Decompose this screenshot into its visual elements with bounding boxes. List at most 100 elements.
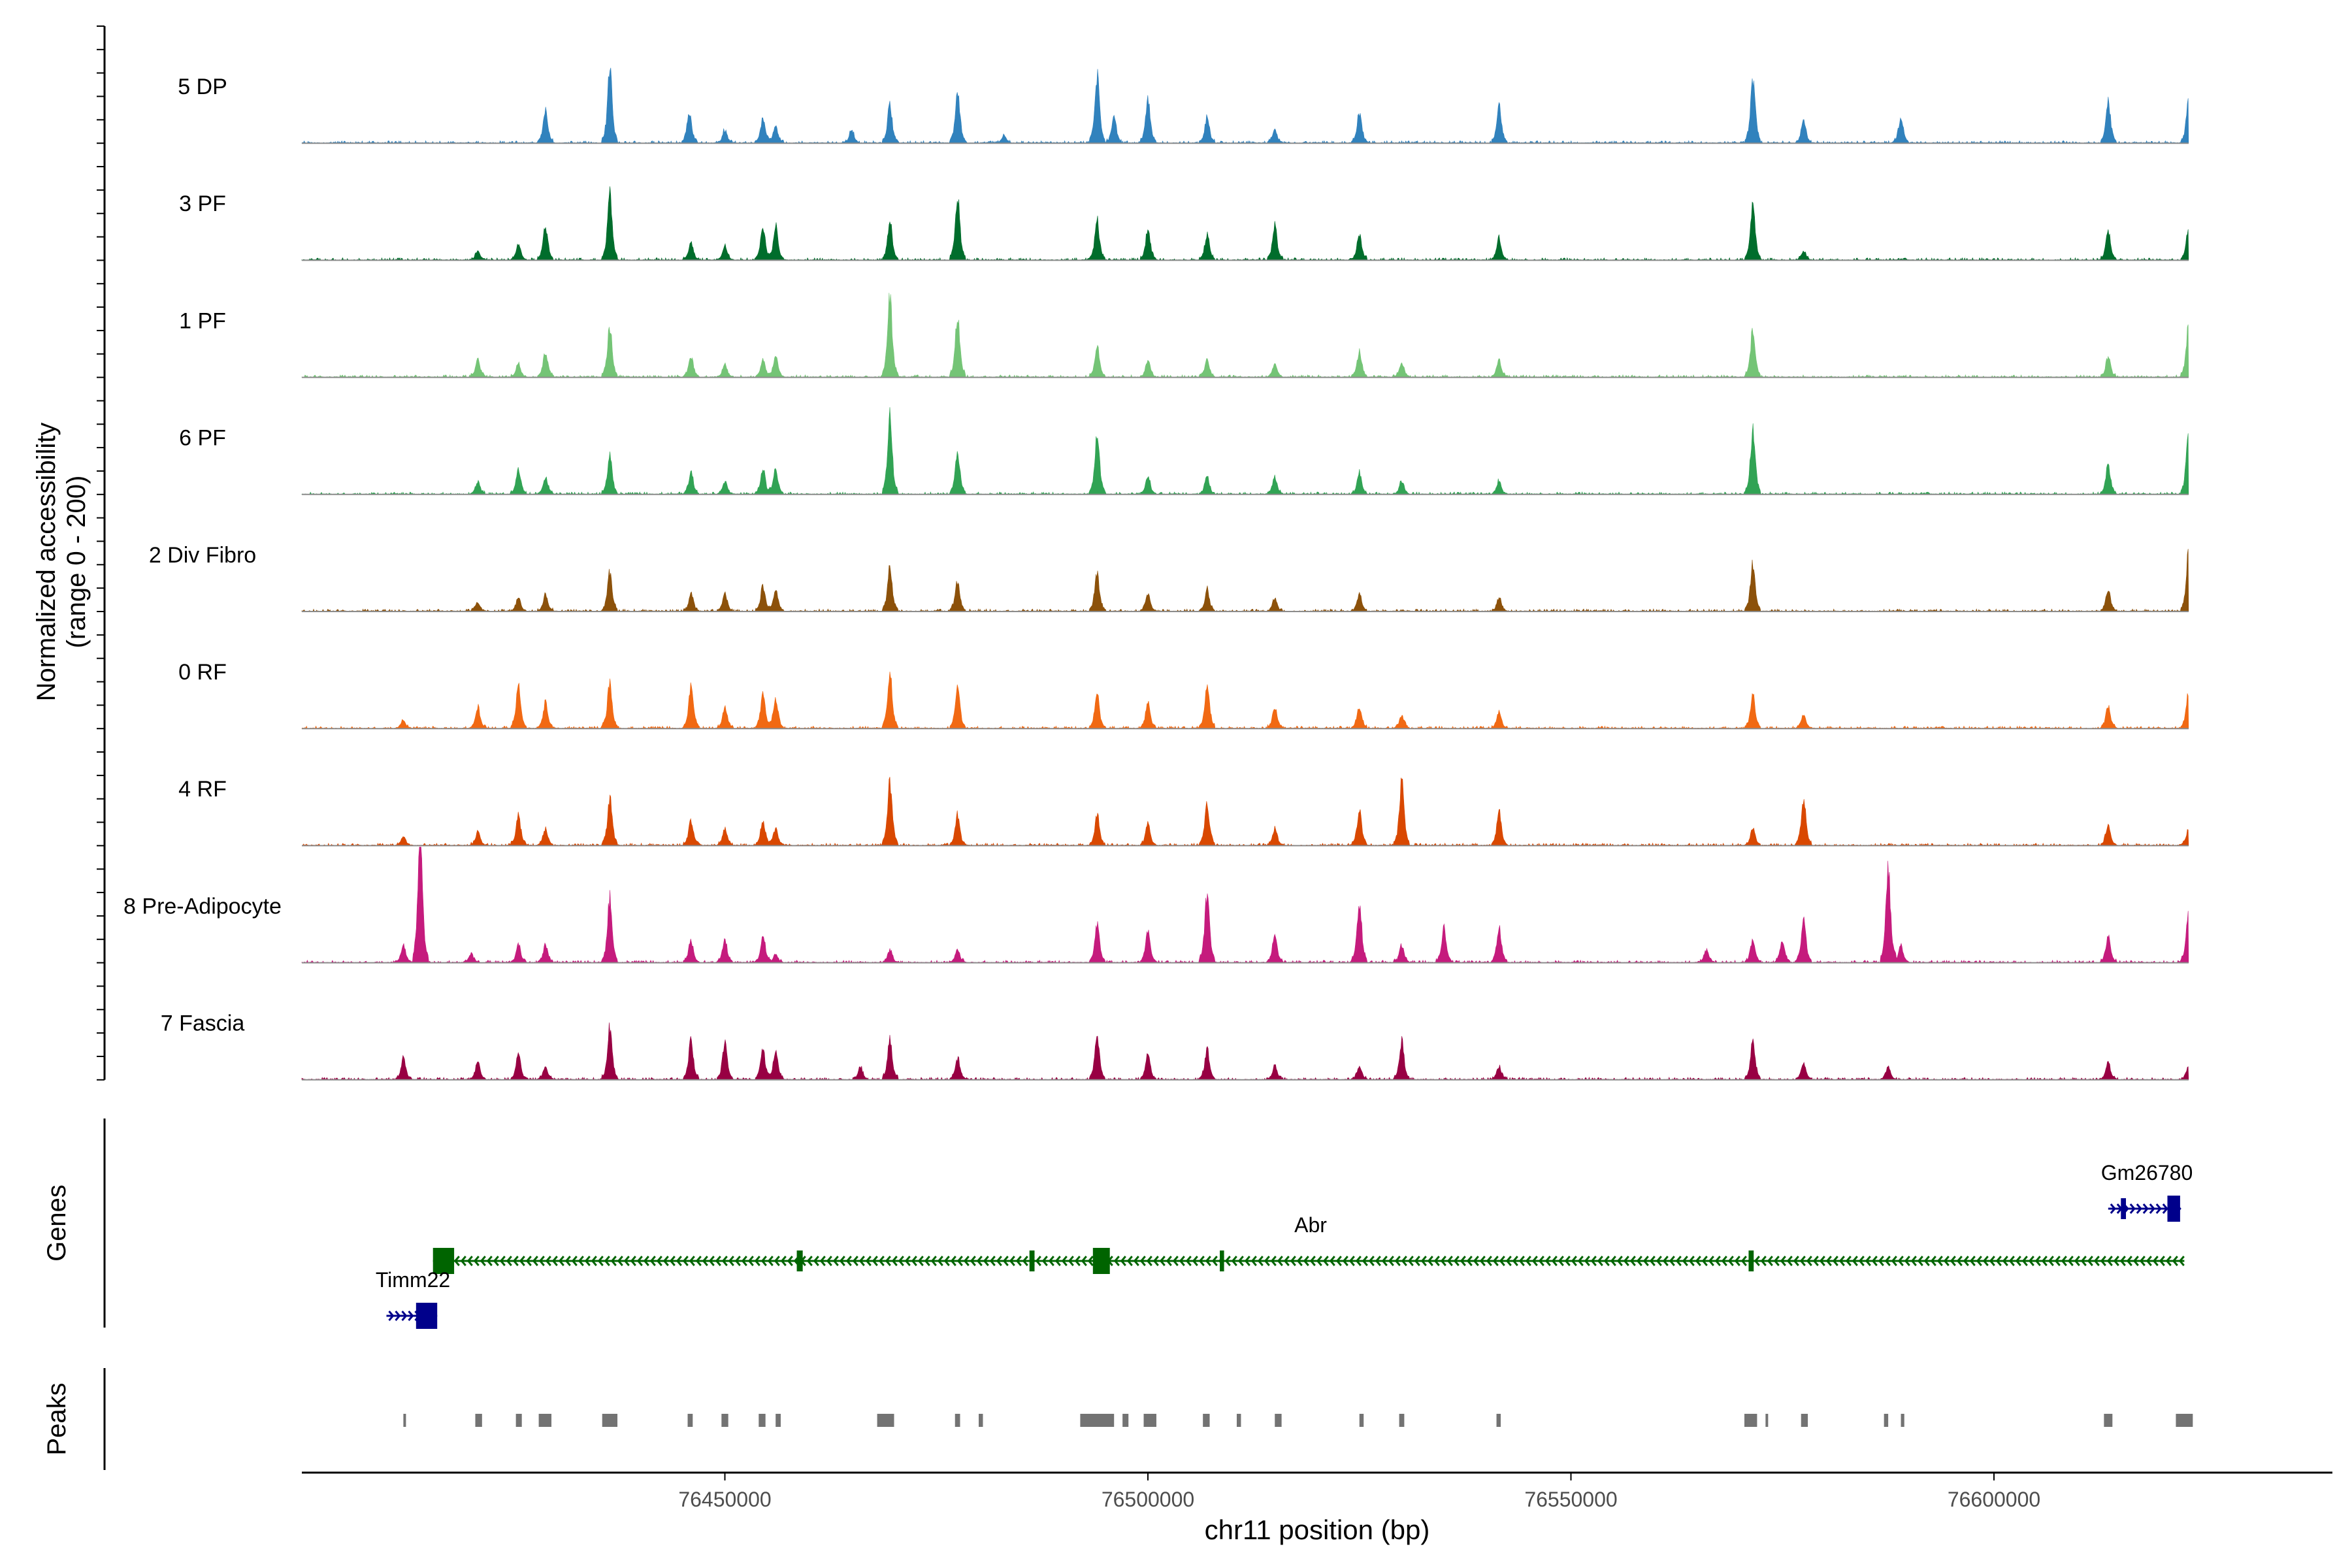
strand-arrow (806, 1256, 813, 1266)
strand-arrow (1982, 1256, 1989, 1266)
strand-arrow (1878, 1256, 1884, 1266)
gene-exon (2167, 1196, 2180, 1222)
strand-arrow (1355, 1256, 1362, 1266)
strand-arrow (525, 1256, 532, 1266)
peak-region (721, 1414, 728, 1427)
strand-arrow (1662, 1256, 1669, 1266)
gene-exon (796, 1250, 803, 1271)
strand-arrow (2002, 1256, 2008, 1266)
coverage-area (301, 1022, 2189, 1081)
strand-arrow (532, 1256, 538, 1266)
strand-arrow (1969, 1256, 1976, 1266)
strand-arrow (904, 1256, 911, 1266)
strand-arrow (2100, 1256, 2106, 1266)
strand-arrow (898, 1256, 904, 1266)
strand-arrow (1727, 1256, 1734, 1266)
strand-arrow (1656, 1256, 1662, 1266)
strand-arrow (617, 1256, 623, 1266)
strand-arrow (819, 1256, 826, 1266)
strand-arrow (1362, 1256, 1368, 1266)
strand-arrow (1682, 1256, 1688, 1266)
strand-arrow (1479, 1256, 1486, 1266)
strand-arrow (1407, 1256, 1414, 1266)
strand-arrow (1806, 1256, 1812, 1266)
peak-region (1744, 1414, 1757, 1427)
peaks-track (403, 1414, 2193, 1427)
strand-arrow (1224, 1256, 1231, 1266)
strand-arrow (2132, 1256, 2139, 1266)
strand-arrow (1603, 1256, 1610, 1266)
strand-arrow (558, 1256, 564, 1266)
strand-arrow (401, 1311, 408, 1321)
strand-arrow (1838, 1256, 1845, 1266)
strand-arrow (676, 1256, 682, 1266)
strand-arrow (2021, 1256, 2028, 1266)
strand-arrow (1388, 1256, 1394, 1266)
strand-arrow (734, 1256, 741, 1266)
peak-region (1884, 1414, 1889, 1427)
strand-arrow (545, 1256, 551, 1266)
strand-arrow (591, 1256, 597, 1266)
accessibility-y-axis (97, 25, 106, 1081)
strand-arrow (460, 1256, 466, 1266)
gene-label: Gm26780 (2101, 1161, 2193, 1184)
strand-arrow (1891, 1256, 1897, 1266)
strand-arrow (1087, 1256, 1094, 1266)
peak-region (1399, 1414, 1405, 1427)
strand-arrow (1009, 1256, 1015, 1266)
strand-arrow (2139, 1256, 2146, 1266)
track-2-div-fibro: 2 Div Fibro (149, 543, 2189, 612)
strand-arrow (1068, 1256, 1074, 1266)
strand-arrow (715, 1256, 721, 1266)
strand-arrow (1250, 1256, 1257, 1266)
strand-arrow (728, 1256, 734, 1266)
strand-arrow (1133, 1256, 1139, 1266)
strand-arrow (1303, 1256, 1309, 1266)
strand-arrow (1832, 1256, 1838, 1266)
peak-region (759, 1414, 766, 1427)
strand-arrow (2172, 1256, 2178, 1266)
genes-track-label: Genes (42, 1184, 71, 1262)
track-label: 3 PF (179, 191, 226, 216)
peak-region (776, 1414, 781, 1427)
strand-arrow (878, 1256, 885, 1266)
strand-arrow (1675, 1256, 1682, 1266)
peak-region (2104, 1414, 2113, 1427)
strand-arrow (1375, 1256, 1381, 1266)
strand-arrow (1015, 1256, 1022, 1266)
strand-arrow (486, 1256, 493, 1266)
peak-region (687, 1414, 693, 1427)
track-label: 1 PF (179, 308, 226, 333)
strand-arrow (1584, 1256, 1590, 1266)
strand-arrow (780, 1256, 787, 1266)
strand-arrow (1845, 1256, 1852, 1266)
track-label: 0 RF (178, 660, 227, 685)
strand-arrow (1146, 1256, 1152, 1266)
strand-arrow (2008, 1256, 2015, 1266)
track-label: 8 Pre-Adipocyte (123, 894, 282, 919)
strand-arrow (1930, 1256, 1936, 1266)
strand-arrow (1041, 1256, 1048, 1266)
track-label: 2 Div Fibro (149, 543, 256, 568)
strand-arrow (1237, 1256, 1244, 1266)
strand-arrow (1198, 1256, 1205, 1266)
strand-arrow (813, 1256, 819, 1266)
strand-arrow (767, 1256, 774, 1266)
strand-arrow (1636, 1256, 1642, 1266)
peak-region (979, 1414, 983, 1427)
strand-arrow (493, 1256, 499, 1266)
track-5-dp: 5 DP (178, 67, 2189, 144)
strand-arrow (702, 1256, 708, 1266)
coverage-area (301, 293, 2189, 378)
strand-arrow (911, 1256, 917, 1266)
strand-arrow (1348, 1256, 1355, 1266)
gene-annotation-track: Abr Timm22 Gm26780 (376, 1161, 2193, 1329)
strand-arrow (1518, 1256, 1525, 1266)
strand-arrow (1316, 1256, 1322, 1266)
strand-arrow (1936, 1256, 1943, 1266)
peak-region (1801, 1414, 1808, 1427)
strand-arrow (1231, 1256, 1237, 1266)
strand-arrow (760, 1256, 767, 1266)
strand-arrow (872, 1256, 878, 1266)
strand-arrow (1022, 1256, 1028, 1266)
